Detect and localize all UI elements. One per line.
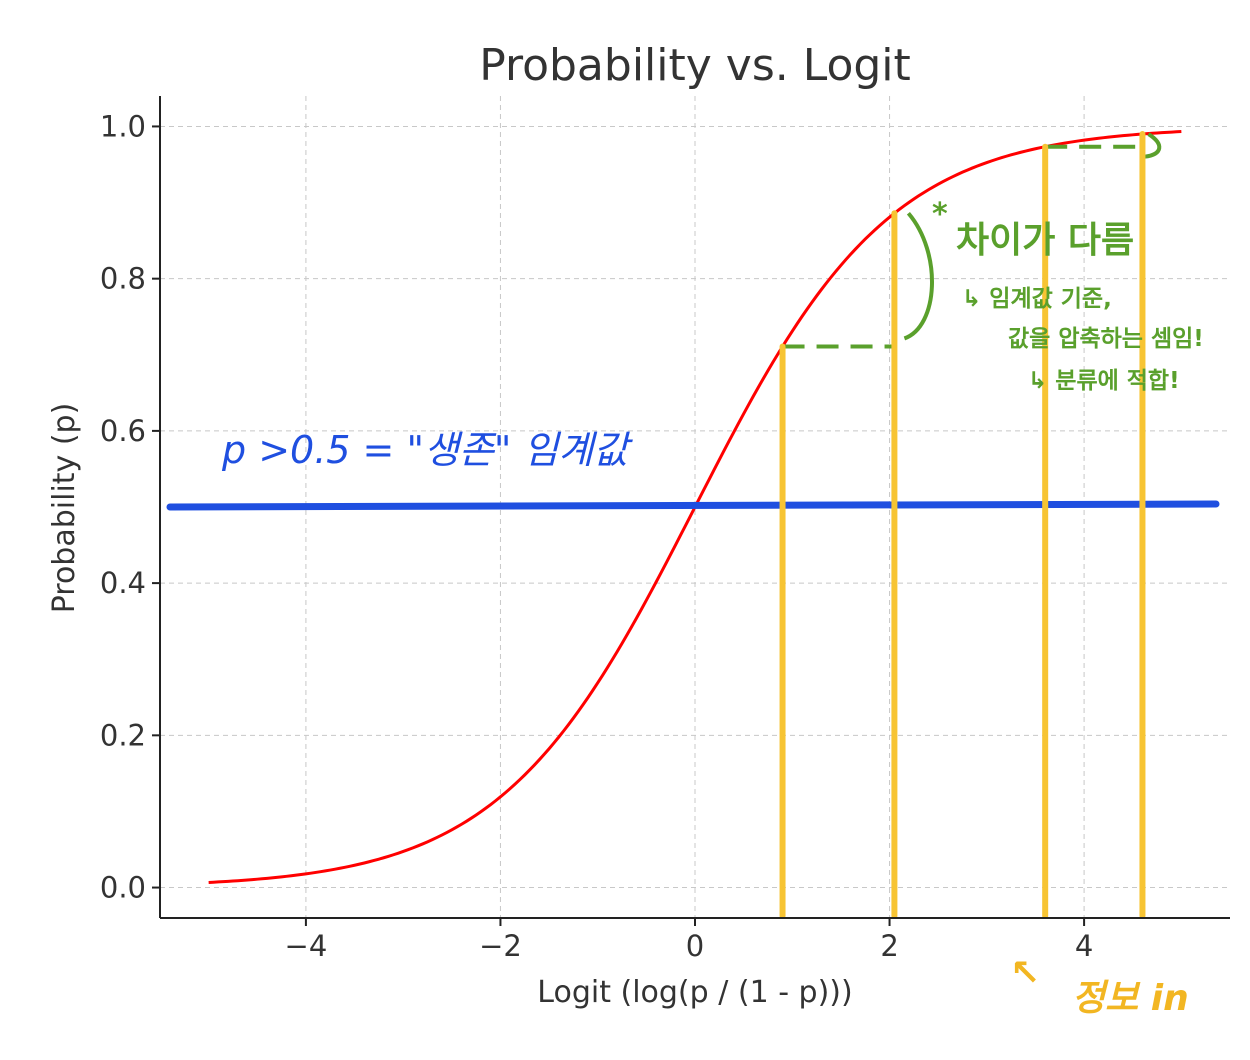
x-ticks: −4 −2 0 2 4 xyxy=(285,918,1093,963)
info-arrow-icon: ↖ xyxy=(1010,953,1040,994)
compression-note-1: ↳ 임계값 기준, xyxy=(962,286,1112,312)
grid xyxy=(160,96,1230,918)
y-tick-label: 0.0 xyxy=(100,871,146,905)
star-mark: * xyxy=(932,197,948,232)
y-axis-label: Probability (p) xyxy=(47,403,82,614)
threshold-note: p >0.5 = "생존" 임계값 xyxy=(221,428,633,472)
threshold-line xyxy=(166,500,1220,511)
x-tick-label: −4 xyxy=(285,929,328,963)
y-tick-label: 0.8 xyxy=(100,262,146,296)
vertical-markers xyxy=(779,131,1146,919)
chart-title: Probability vs. Logit xyxy=(479,40,911,91)
difference-markers xyxy=(782,132,1162,349)
x-tick-label: −2 xyxy=(479,929,522,963)
y-tick-label: 0.6 xyxy=(100,414,146,448)
x-tick-label: 4 xyxy=(1075,929,1093,963)
y-tick-label: 1.0 xyxy=(100,109,146,143)
info-note: 정보 in xyxy=(1072,978,1189,1019)
brace-lower xyxy=(903,211,934,341)
classification-note: ↳ 분류에 적합! xyxy=(1028,368,1180,394)
y-tick-label: 0.4 xyxy=(100,566,146,600)
y-tick-label: 0.2 xyxy=(100,718,146,752)
x-axis-label: Logit (log(p / (1 - p))) xyxy=(537,975,852,1010)
x-tick-label: 2 xyxy=(880,929,898,963)
y-ticks: 0.0 0.2 0.4 0.6 0.8 1.0 xyxy=(100,109,160,905)
x-tick-label: 0 xyxy=(686,929,704,963)
difference-note: 차이가 다름 xyxy=(956,220,1134,261)
compression-note-2: 값을 압축하는 셈임! xyxy=(1008,326,1204,352)
brace-upper xyxy=(1144,132,1162,159)
